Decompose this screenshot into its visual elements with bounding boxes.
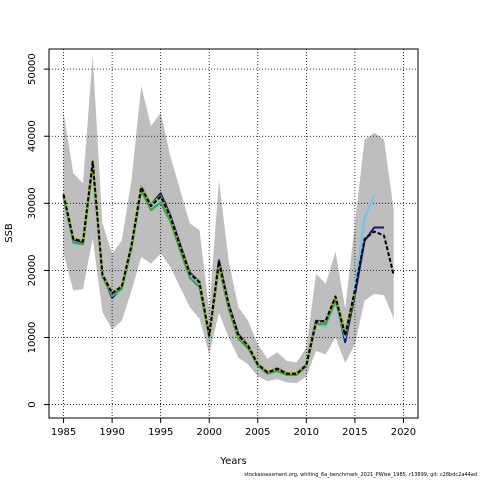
- series-line-3: [62, 164, 356, 377]
- y-axis-label: SSB: [4, 223, 15, 243]
- confidence-band-layer: [63, 55, 394, 384]
- x-tick-label: 2005: [245, 427, 270, 438]
- x-axis-label: Years: [219, 456, 246, 467]
- y-tick-label: 40000: [27, 120, 38, 152]
- x-tick-label: 2015: [342, 427, 367, 438]
- x-tick-label: 2010: [294, 427, 319, 438]
- y-tick-label: 10000: [27, 322, 38, 354]
- x-tick-label: 2020: [391, 427, 416, 438]
- y-tick-label: 30000: [27, 187, 38, 219]
- series-layer: [62, 160, 395, 377]
- x-tick-label: 2000: [196, 427, 221, 438]
- y-tick-label: 0: [27, 401, 38, 407]
- axes-layer: 1985 1990 1995 2000 2005 2010 2015 2020 0 10000 20…: [27, 48, 419, 438]
- y-tick-label: 20000: [27, 254, 38, 286]
- x-tick-label: 1985: [51, 427, 76, 438]
- x-tick-label: 1995: [148, 427, 173, 438]
- plot-frame: [48, 48, 419, 419]
- confidence-band: [63, 55, 394, 384]
- x-tick-label: 1990: [99, 427, 124, 438]
- footer-credit: stockassessment.org, whiting_6a_benchmar…: [244, 472, 477, 478]
- y-tick-label: 50000: [27, 53, 38, 85]
- series-line-5: [62, 160, 395, 375]
